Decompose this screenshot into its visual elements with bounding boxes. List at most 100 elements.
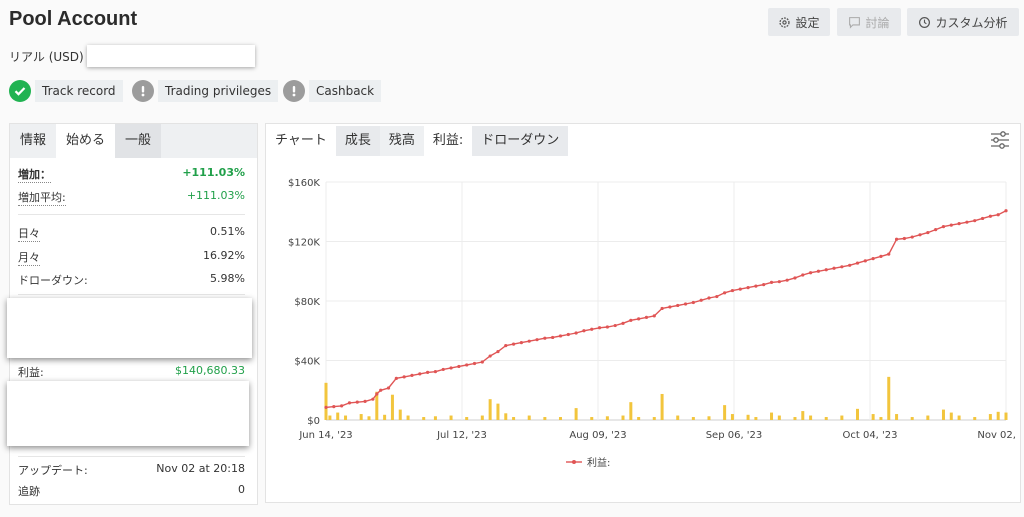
profit-bar: [652, 417, 656, 420]
account-type-label: リアル (USD): [9, 50, 84, 64]
discuss-label: 討論: [865, 15, 890, 30]
profit-point: [371, 397, 375, 401]
profit-point: [715, 294, 719, 299]
custom-analysis-button[interactable]: カスタム分析: [907, 8, 1019, 36]
profit-point: [472, 361, 477, 366]
profit-point: [871, 257, 875, 261]
profit-point: [746, 286, 750, 290]
profit-bar: [465, 417, 469, 420]
badge-track-record[interactable]: Track record: [9, 80, 123, 102]
x-tick-label: Sep 06, '23: [706, 430, 763, 441]
divider: [18, 294, 245, 295]
profit-chart: $0 $40K $80K $120K $160K Jun 14, '23 Jul 12, '…: [288, 178, 1018, 469]
profit-bar: [480, 415, 484, 420]
profit-bar: [324, 382, 328, 420]
profit-point: [386, 386, 391, 390]
account-number-redacted: [87, 45, 255, 67]
profit-bar: [574, 408, 578, 420]
profit-point: [332, 405, 336, 409]
profit-bar: [801, 411, 805, 420]
legend-label: 利益:: [587, 456, 610, 469]
avg-gain-row: 増加平均: +111.03%: [18, 189, 245, 206]
tab-info[interactable]: 情報: [10, 124, 57, 158]
profit-bar: [973, 417, 977, 420]
profit-point: [644, 315, 649, 319]
daily-row: 日々 0.51%: [18, 225, 245, 242]
tab-start[interactable]: 始める: [56, 124, 116, 158]
profit-point: [410, 373, 414, 377]
badge-cashback[interactable]: Cashback: [283, 80, 382, 102]
profit-bar: [422, 417, 426, 420]
y-tick-label: $80K: [294, 297, 320, 308]
tab-chart[interactable]: チャート: [275, 133, 327, 148]
profit-bar: [375, 391, 379, 420]
profit-bar: [590, 417, 594, 420]
profit-point: [910, 235, 914, 239]
profit-line: [325, 210, 1007, 409]
tab-profit[interactable]: 利益:: [432, 133, 464, 148]
gear-icon: [779, 16, 791, 28]
profit-bar: [691, 417, 695, 420]
tab-drawdown[interactable]: ドローダウン: [472, 126, 569, 156]
exclamation-icon: [283, 80, 305, 102]
profit-bar: [988, 414, 992, 420]
settings-label: 設定: [795, 15, 820, 30]
profit-point: [863, 259, 867, 263]
profit-point: [808, 271, 813, 275]
profit-point: [957, 222, 961, 226]
profit-point: [676, 303, 680, 308]
profit-bar: [621, 415, 625, 420]
profit-point: [902, 236, 906, 241]
profit-point: [652, 314, 656, 318]
profit-bar: [676, 415, 680, 420]
profit-bar: [496, 403, 500, 420]
profit-bar: [871, 414, 875, 420]
profit-point: [543, 336, 547, 340]
profit-point: [375, 392, 379, 396]
profit-point: [465, 363, 469, 367]
profit-point: [637, 317, 641, 321]
profit-point: [926, 230, 930, 235]
profit-point: [934, 228, 938, 232]
legend-marker: [572, 460, 576, 464]
divider: [18, 214, 245, 215]
custom-analysis-label: カスタム分析: [935, 15, 1008, 30]
profit-point: [738, 287, 742, 291]
sliders-icon[interactable]: [990, 131, 1010, 149]
profit-bar: [957, 415, 961, 420]
profit-point: [441, 367, 445, 372]
profit-point: [340, 404, 344, 408]
profit-bar: [527, 415, 531, 420]
comment-icon: [849, 16, 861, 29]
profit-bar: [1004, 412, 1008, 420]
profit-bar: [449, 415, 453, 420]
badge-trading-privileges[interactable]: Trading privileges: [132, 80, 279, 102]
badge-label: Cashback: [309, 80, 382, 102]
monthly-value: 16.92%: [203, 249, 245, 262]
profit-bar: [730, 414, 734, 420]
daily-value: 0.51%: [210, 225, 245, 238]
x-tick-label: Oct 04, '23: [842, 430, 897, 441]
profit-point: [769, 280, 774, 285]
profit-point: [418, 372, 422, 376]
profit-point: [363, 399, 367, 404]
tab-growth[interactable]: 成長: [335, 126, 380, 156]
profit-bar: [359, 414, 363, 420]
profit-point: [558, 334, 563, 338]
discuss-button[interactable]: 討論: [837, 8, 901, 36]
profit-point: [574, 331, 578, 335]
profit-point: [457, 364, 461, 369]
profit-bar: [754, 417, 758, 420]
badge-label: Trading privileges: [158, 80, 279, 102]
tab-general[interactable]: 一般: [115, 124, 162, 158]
tab-balance[interactable]: 残高: [379, 126, 424, 156]
profit-point: [613, 323, 617, 328]
tracking-value: 0: [238, 483, 245, 496]
redacted-block: [7, 298, 252, 358]
settings-button[interactable]: 設定: [768, 8, 830, 36]
avg-gain-value: +111.03%: [186, 189, 245, 202]
profit-bar: [996, 411, 1000, 420]
profit-point: [996, 213, 1000, 217]
update-row: アップデート: Nov 02 at 20:18: [18, 462, 245, 478]
profit-bar: [383, 414, 387, 420]
